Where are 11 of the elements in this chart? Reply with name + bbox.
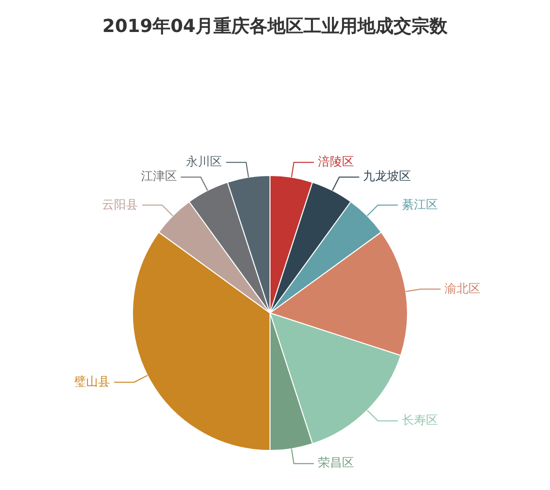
slice-label: 渝北区	[444, 281, 481, 296]
slice-label: 长寿区	[402, 412, 438, 427]
slice-label: 綦江区	[402, 197, 438, 212]
slice-label: 荣昌区	[318, 456, 354, 470]
slice-label: 永川区	[186, 154, 222, 169]
slice-label: 江津区	[140, 169, 177, 184]
slice-label: 云阳县	[102, 197, 138, 212]
slice-label: 九龙坡区	[363, 169, 412, 184]
slice-label: 涪陵区	[318, 154, 354, 169]
slice-label: 璧山县	[74, 374, 110, 388]
chart-title: 2019年04月重庆各地区工业用地成交宗数	[101, 15, 449, 38]
